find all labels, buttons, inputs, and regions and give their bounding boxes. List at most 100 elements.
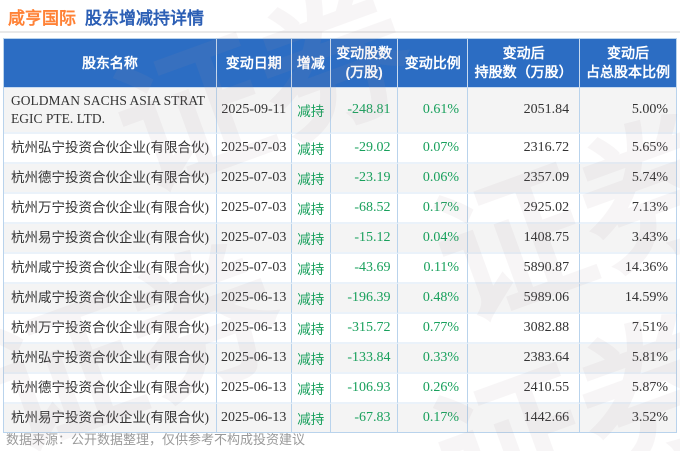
cell-after_pct: 14.36% [580,254,676,284]
table-header-row: 股东名称 变动日期 增减 变动股数 (万股) 变动比例 变动后 持股数（万股） 变动后 占总… [4,39,676,88]
cell-after_shares: 2357.09 [468,164,581,194]
cell-action: 减持 [291,284,331,314]
cell-action: 减持 [291,344,331,374]
title-divider [0,31,680,33]
cell-date: 2025-09-11 [216,88,292,134]
cell-change_pct: 0.26% [398,374,469,404]
table-row: 杭州德宁投资合伙企业(有限合伙) 2025-07-03 减持 -23.19 0.06% 2… [4,164,676,194]
cell-name: 杭州德宁投资合伙企业(有限合伙) [4,164,217,194]
cell-after_pct: 5.00% [580,88,676,134]
cell-change_pct: 0.33% [398,344,469,374]
table-row: 杭州咸宁投资合伙企业(有限合伙) 2025-06-13 减持 -196.39 0.48%… [4,284,676,314]
column-header-2: 增减 [291,39,331,88]
column-header-3: 变动股数 (万股) [330,39,399,88]
column-header-4: 变动比例 [398,39,469,88]
cell-after_pct: 7.13% [580,194,676,224]
table-row: 杭州易宁投资合伙企业(有限合伙) 2025-07-03 减持 -15.12 0.04% 1… [4,224,676,254]
cell-change_pct: 0.48% [398,284,469,314]
cell-change_shares: -67.83 [330,404,399,432]
cell-after_shares: 3082.88 [468,314,581,344]
cell-name: 杭州咸宁投资合伙企业(有限合伙) [4,284,217,314]
cell-change_pct: 0.17% [398,404,469,432]
cell-after_pct: 5.81% [580,344,676,374]
cell-action: 减持 [291,314,331,344]
cell-after_shares: 2316.72 [468,134,581,164]
cell-action: 减持 [291,134,331,164]
cell-change_shares: -68.52 [330,194,399,224]
cell-change_pct: 0.07% [398,134,469,164]
page-title: 咸亨国际 股东增减持详情 [8,4,204,29]
cell-after_shares: 2925.02 [468,194,581,224]
table-row: 杭州万宁投资合伙企业(有限合伙) 2025-07-03 减持 -68.52 0.17% 2… [4,194,676,224]
cell-change_shares: -196.39 [330,284,399,314]
cell-change_shares: -23.19 [330,164,399,194]
cell-date: 2025-07-03 [216,164,292,194]
column-header-6: 变动后 占总股本比例 [580,39,676,88]
column-header-5: 变动后 持股数（万股） [468,39,581,88]
cell-date: 2025-06-13 [216,314,292,344]
cell-change_shares: -29.02 [330,134,399,164]
cell-action: 减持 [291,374,331,404]
cell-date: 2025-07-03 [216,134,292,164]
column-header-1: 变动日期 [216,39,292,88]
cell-name: GOLDMAN SACHS ASIA STRATEGIC PTE. LTD. [4,88,217,134]
cell-action: 减持 [291,194,331,224]
cell-action: 减持 [291,254,331,284]
cell-after_pct: 7.51% [580,314,676,344]
cell-change_pct: 0.17% [398,194,469,224]
cell-date: 2025-06-13 [216,284,292,314]
cell-action: 减持 [291,224,331,254]
table-row: 杭州弘宁投资合伙企业(有限合伙) 2025-06-13 减持 -133.84 0.33%… [4,344,676,374]
cell-name: 杭州弘宁投资合伙企业(有限合伙) [4,134,217,164]
cell-date: 2025-07-03 [216,224,292,254]
column-header-0: 股东名称 [4,39,217,88]
cell-after_pct: 3.52% [580,404,676,432]
cell-name: 杭州万宁投资合伙企业(有限合伙) [4,314,217,344]
cell-date: 2025-06-13 [216,374,292,404]
cell-after_pct: 3.43% [580,224,676,254]
cell-change_shares: -15.12 [330,224,399,254]
cell-name: 杭州弘宁投资合伙企业(有限合伙) [4,344,217,374]
cell-action: 减持 [291,164,331,194]
cell-change_pct: 0.06% [398,164,469,194]
cell-after_shares: 5989.06 [468,284,581,314]
table-row: 杭州易宁投资合伙企业(有限合伙) 2025-06-13 减持 -67.83 0.17% 1… [4,404,676,432]
cell-after_shares: 2383.64 [468,344,581,374]
cell-name: 杭州德宁投资合伙企业(有限合伙) [4,374,217,404]
cell-change_pct: 0.77% [398,314,469,344]
cell-action: 减持 [291,88,331,134]
cell-change_shares: -248.81 [330,88,399,134]
cell-change_pct: 0.04% [398,224,469,254]
cell-change_shares: -315.72 [330,314,399,344]
cell-change_pct: 0.11% [398,254,469,284]
cell-date: 2025-06-13 [216,344,292,374]
table-header: 股东名称 变动日期 增减 变动股数 (万股) 变动比例 变动后 持股数（万股） 变动后 占总… [4,39,676,88]
cell-after_pct: 5.74% [580,164,676,194]
cell-date: 2025-07-03 [216,194,292,224]
cell-after_shares: 2410.55 [468,374,581,404]
shareholder-change-table: 股东名称 变动日期 增减 变动股数 (万股) 变动比例 变动后 持股数（万股） 变动后 占总… [3,38,677,433]
cell-date: 2025-07-03 [216,254,292,284]
cell-name: 杭州咸宁投资合伙企业(有限合伙) [4,254,217,284]
cell-change_shares: -106.93 [330,374,399,404]
cell-after_shares: 1408.75 [468,224,581,254]
table-body: GOLDMAN SACHS ASIA STRATEGIC PTE. LTD. 20… [4,88,676,432]
cell-name: 杭州易宁投资合伙企业(有限合伙) [4,224,217,254]
company-name: 咸亨国际 [8,9,76,28]
cell-change_shares: -43.69 [330,254,399,284]
data-source-note: 数据来源：公开数据整理，仅供参考不构成投资建议 [6,432,306,447]
cell-change_pct: 0.61% [398,88,469,134]
table-row: 杭州弘宁投资合伙企业(有限合伙) 2025-07-03 减持 -29.02 0.07% 2… [4,134,676,164]
cell-change_shares: -133.84 [330,344,399,374]
table-row: 杭州咸宁投资合伙企业(有限合伙) 2025-07-03 减持 -43.69 0.11% 5… [4,254,676,284]
cell-name: 杭州易宁投资合伙企业(有限合伙) [4,404,217,432]
cell-name: 杭州万宁投资合伙企业(有限合伙) [4,194,217,224]
cell-date: 2025-06-13 [216,404,292,432]
table-row: 杭州万宁投资合伙企业(有限合伙) 2025-06-13 减持 -315.72 0.77%… [4,314,676,344]
cell-after_pct: 14.59% [580,284,676,314]
table-row: GOLDMAN SACHS ASIA STRATEGIC PTE. LTD. 20… [4,88,676,134]
cell-action: 减持 [291,404,331,432]
cell-after_pct: 5.87% [580,374,676,404]
cell-after_pct: 5.65% [580,134,676,164]
